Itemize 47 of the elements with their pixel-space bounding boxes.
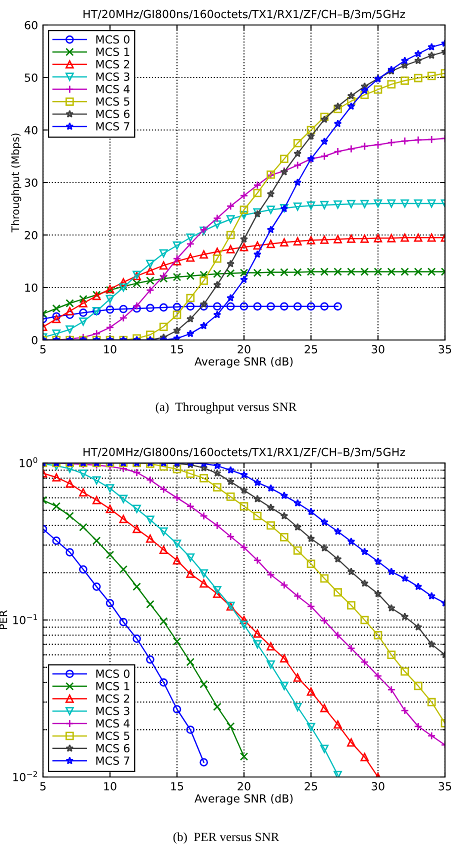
legend-label: MCS 3 bbox=[96, 72, 130, 81]
x-tick-label: 30 bbox=[372, 782, 384, 790]
x-tick-label: 25 bbox=[304, 782, 318, 790]
chart-title: HT/20MHz/GI800ns/160octets/TX1/RX1/ZF/CH–B/3m/5GHz bbox=[84, 448, 406, 458]
x-tick-label: 5 bbox=[40, 782, 46, 790]
x-tick-label: 10 bbox=[104, 345, 116, 354]
y-tick-label: 40 bbox=[24, 126, 38, 134]
x-tick-label: 35 bbox=[438, 345, 452, 354]
x-axis-title: Average SNR (dB) bbox=[194, 357, 293, 368]
chart-title: HT/20MHz/GI800ns/160octets/TX1/RX1/ZF/CH–B/3m/5GHz bbox=[84, 10, 406, 20]
text: (b) PER versus SNR bbox=[173, 832, 280, 844]
y-axis-title: Throughput (Mbps) bbox=[11, 134, 22, 232]
x-tick-label: 20 bbox=[238, 345, 250, 354]
x-tick-label: 15 bbox=[171, 782, 184, 790]
y-tick-label: 0 bbox=[32, 336, 38, 344]
y-tick-label: 50 bbox=[24, 73, 38, 82]
legend-label: MCS 6 bbox=[96, 110, 130, 118]
x-tick-label: 15 bbox=[171, 345, 184, 354]
legend-label: MCS 3 bbox=[96, 706, 130, 716]
y-tick-label: 20 bbox=[24, 230, 38, 240]
legend-label: MCS 4 bbox=[96, 719, 130, 728]
x-tick-label: 30 bbox=[372, 345, 384, 354]
legend-label: MCS 4 bbox=[96, 84, 130, 94]
x-tick-label: 35 bbox=[438, 782, 452, 790]
y-tick-label: 10$^{−2}$ bbox=[13, 771, 37, 782]
legend-label: MCS 2 bbox=[96, 60, 130, 68]
legend-label: MCS 7 bbox=[96, 756, 130, 765]
legend-label: MCS 1 bbox=[96, 48, 130, 56]
legend-label: MCS 1 bbox=[96, 682, 130, 690]
text: (a) Throughput versus SNR bbox=[156, 402, 297, 414]
legend-label: MCS 6 bbox=[96, 744, 130, 752]
y-tick-label: 10$^{−1}$ bbox=[13, 614, 38, 624]
x-axis-title: Average SNR (dB) bbox=[194, 794, 293, 805]
x-tick-label: 25 bbox=[304, 345, 318, 354]
y-tick-label: 10$^{0}$ bbox=[20, 457, 38, 468]
y-tick-label: 30 bbox=[24, 178, 38, 187]
legend-label: MCS 5 bbox=[96, 732, 130, 740]
legend-label: MCS 0 bbox=[96, 670, 130, 678]
legend-label: MCS 0 bbox=[96, 35, 130, 44]
legend-label: MCS 7 bbox=[96, 122, 130, 131]
y-tick-label: 10 bbox=[25, 283, 38, 292]
legend-label: MCS 2 bbox=[96, 694, 130, 703]
y-tick-label: 60 bbox=[24, 20, 38, 30]
legend-label: MCS 5 bbox=[96, 97, 130, 106]
x-tick-label: 20 bbox=[238, 782, 250, 790]
x-tick-label: 10 bbox=[104, 782, 116, 790]
x-tick-label: 5 bbox=[40, 345, 46, 354]
